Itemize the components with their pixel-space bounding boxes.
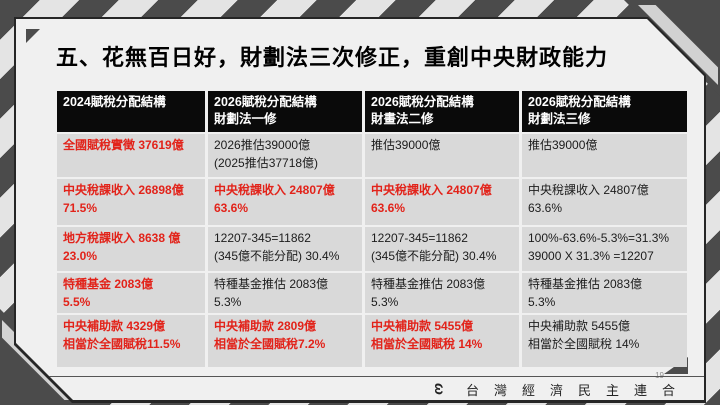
column-header-amend2: 2026賦稅分配結構 財畫法二修 <box>365 91 519 132</box>
org-name: 台灣經濟民主連合 <box>465 382 690 398</box>
column-header-2024: 2024賦稅分配結構 <box>57 91 205 132</box>
table-cell: 2026推估39000億 (2025推估37718億) <box>208 134 362 177</box>
corner-triangle-icon <box>26 29 40 43</box>
table-cell: 特種基金推估 2083億 5.3% <box>522 273 687 313</box>
table-cell: 中央稅課收入 26898億 71.5% <box>57 179 205 225</box>
column-header-amend3: 2026賦稅分配結構 財劃法三修 <box>522 91 687 132</box>
page-number: 19 <box>655 371 664 380</box>
card-outline: 五、花無百日好，財劃法三次修正，重創中央財政能力 2024賦稅分配結構 2026… <box>14 17 706 403</box>
org-logo-icon: ω <box>432 383 449 395</box>
slide-card: 五、花無百日好，財劃法三次修正，重創中央財政能力 2024賦稅分配結構 2026… <box>16 19 704 400</box>
table-cell: 地方稅課收入 8638 億 23.0% <box>57 227 205 271</box>
page-title: 五、花無百日好，財劃法三次修正，重創中央財政能力 <box>56 45 609 70</box>
table-cell: 中央稅課收入 24807億 63.6% <box>208 179 362 225</box>
fiscal-allocation-table: 2024賦稅分配結構 2026賦稅分配結構 財劃法一修 2026賦稅分配結構 財… <box>57 91 687 367</box>
table-cell: 100%-63.6%-5.3%=31.3% 39000 X 31.3% =122… <box>522 227 687 271</box>
table-cell: 推估39000億 <box>522 134 687 177</box>
table-cell: 中央補助款 2809億 相當於全國賦稅7.2% <box>208 315 362 367</box>
table-cell: 12207-345=11862 (345億不能分配) 30.4% <box>208 227 362 271</box>
table-cell: 特種基金 2083億 5.5% <box>57 273 205 313</box>
table-cell: 中央稅課收入 24807億 63.6% <box>522 179 687 225</box>
column-header-amend1: 2026賦稅分配結構 財劃法一修 <box>208 91 362 132</box>
table-cell: 特種基金推估 2083億 5.3% <box>365 273 519 313</box>
table-cell: 特種基金推估 2083億 5.3% <box>208 273 362 313</box>
table-cell: 中央補助款 5455億 相當於全國賦稅 14% <box>522 315 687 367</box>
slide-footer: ω 台灣經濟民主連合 <box>16 376 704 401</box>
table-cell: 全國賦稅實徵 37619億 <box>57 134 205 177</box>
table-cell: 中央補助款 4329億 相當於全國賦稅11.5% <box>57 315 205 367</box>
table-cell: 中央稅課收入 24807億 63.6% <box>365 179 519 225</box>
table-cell: 中央補助款 5455億 相當於全國賦稅 14% <box>365 315 519 367</box>
table-cell: 推估39000億 <box>365 134 519 177</box>
table-cell: 12207-345=11862 (345億不能分配) 30.4% <box>365 227 519 271</box>
